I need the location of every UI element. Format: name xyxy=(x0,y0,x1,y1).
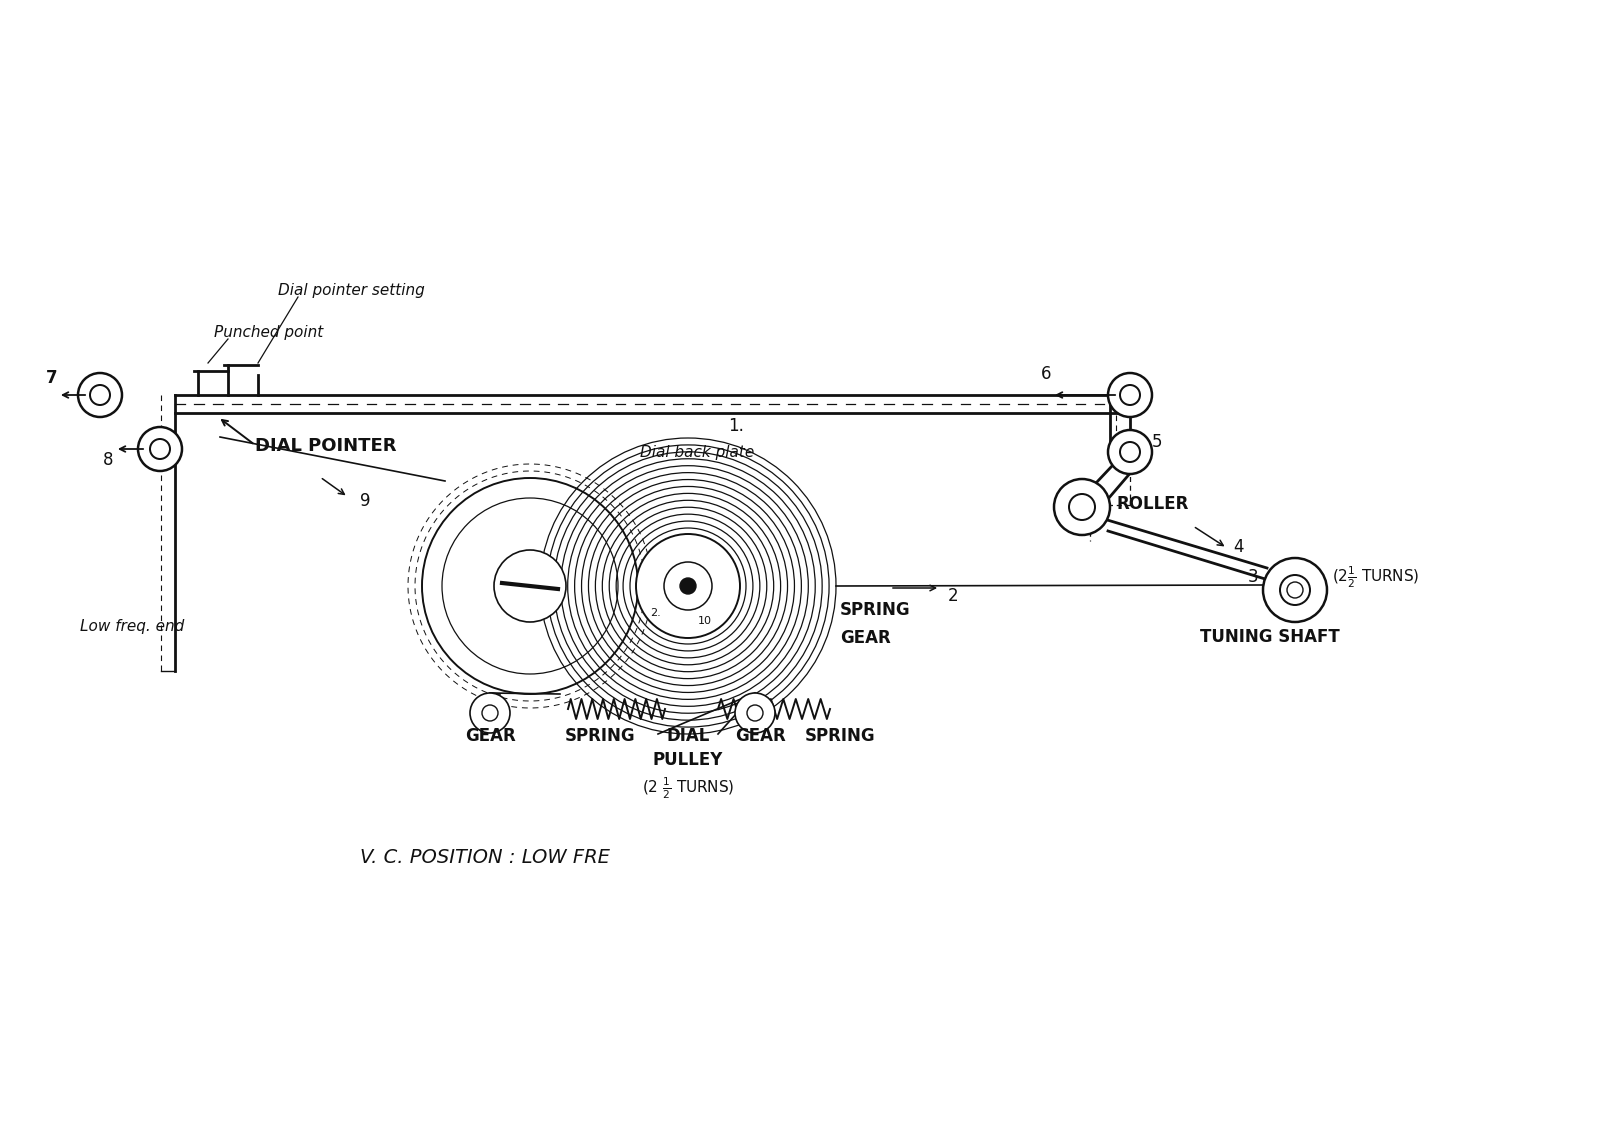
Text: 10: 10 xyxy=(698,616,712,625)
Circle shape xyxy=(1107,430,1152,474)
Circle shape xyxy=(1054,480,1110,535)
Circle shape xyxy=(482,705,498,720)
Text: SPRING: SPRING xyxy=(840,601,910,619)
Text: GEAR: GEAR xyxy=(734,727,786,745)
Text: 2.: 2. xyxy=(650,608,661,618)
Text: 3: 3 xyxy=(1248,568,1258,586)
Text: ROLLER: ROLLER xyxy=(1117,495,1189,513)
Circle shape xyxy=(1107,373,1152,417)
Text: Dial pointer setting: Dial pointer setting xyxy=(278,283,424,297)
Text: (2 $\frac{1}{2}$ TURNS): (2 $\frac{1}{2}$ TURNS) xyxy=(642,776,734,802)
Circle shape xyxy=(470,693,510,733)
Text: 9: 9 xyxy=(360,492,371,510)
Text: 1.: 1. xyxy=(728,417,744,435)
Text: 5: 5 xyxy=(1152,433,1163,451)
Text: 7: 7 xyxy=(46,369,58,387)
Text: 8: 8 xyxy=(102,451,114,469)
Circle shape xyxy=(1262,558,1326,622)
Text: DIAL: DIAL xyxy=(666,727,710,745)
Text: GEAR: GEAR xyxy=(840,629,891,647)
Text: PULLEY: PULLEY xyxy=(653,751,723,769)
Circle shape xyxy=(78,373,122,417)
Text: Punched point: Punched point xyxy=(214,325,323,340)
Circle shape xyxy=(680,578,696,594)
Text: Low freq. end: Low freq. end xyxy=(80,619,184,634)
Text: TUNING SHAFT: TUNING SHAFT xyxy=(1200,628,1339,646)
Circle shape xyxy=(747,705,763,720)
Text: SPRING: SPRING xyxy=(805,727,875,745)
Circle shape xyxy=(1286,582,1302,598)
Text: GEAR: GEAR xyxy=(464,727,515,745)
Circle shape xyxy=(138,428,182,470)
Text: 4: 4 xyxy=(1234,538,1243,556)
Text: V. C. POSITION : LOW FRE: V. C. POSITION : LOW FRE xyxy=(360,848,610,867)
Text: SPRING: SPRING xyxy=(565,727,635,745)
Text: DIAL POINTER: DIAL POINTER xyxy=(254,437,397,455)
Circle shape xyxy=(734,693,774,733)
Circle shape xyxy=(637,534,739,638)
Text: 2: 2 xyxy=(947,587,958,605)
Text: 6: 6 xyxy=(1040,365,1051,383)
Text: (2$\frac{1}{2}$ TURNS): (2$\frac{1}{2}$ TURNS) xyxy=(1331,564,1419,590)
Text: Dial back plate: Dial back plate xyxy=(640,444,754,460)
Circle shape xyxy=(422,478,638,694)
Circle shape xyxy=(494,550,566,622)
